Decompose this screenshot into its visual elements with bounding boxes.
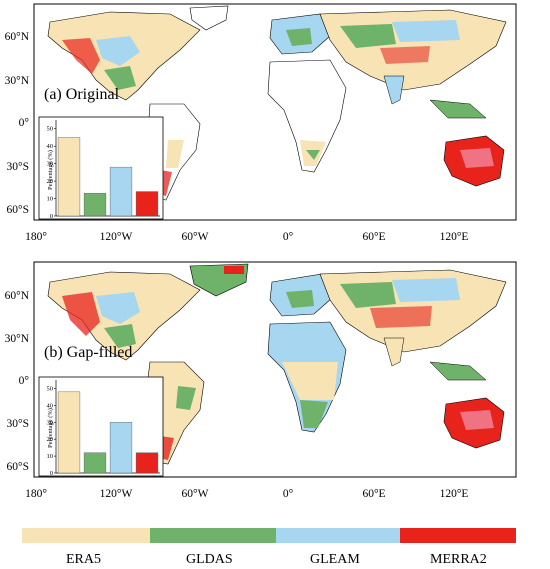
panel-a-inset-bar-gleam bbox=[109, 166, 133, 217]
panel-a-lat-tick-30s: 30°S bbox=[7, 161, 30, 173]
legend: ERA5 GLDAS GLEAM MERRA2 bbox=[22, 528, 516, 567]
panel-b-lon-tick-60e: 60°E bbox=[362, 488, 385, 500]
panel-b-landmasses bbox=[47, 263, 507, 465]
legend-swatch-gldas bbox=[150, 528, 276, 543]
panel-a-label: (a) Original bbox=[44, 86, 120, 103]
panel-a-inset-ytick-label: 20 bbox=[47, 178, 54, 185]
panel-b-inset-bar-gleam bbox=[109, 422, 133, 474]
panel-b-inset-ytick-label: 50 bbox=[47, 385, 54, 392]
panel-b-inset-ylabel: Percentage (%) bbox=[47, 408, 54, 448]
panel-a-inset-bar-gldas bbox=[83, 193, 107, 217]
panel-b-lat-tick-60n: 60°N bbox=[5, 290, 30, 302]
panel-a-lat-tick-30n: 30°N bbox=[5, 75, 30, 87]
legend-label-gldas: GLDAS bbox=[186, 552, 233, 567]
panel-b-inset-ytick-label: 0 bbox=[50, 470, 53, 477]
panel-b-lat-tick-0: 0° bbox=[19, 375, 30, 387]
panel-a-inset-ytick-label: 50 bbox=[47, 126, 54, 133]
panel-a-lon-tick-120w: 120°W bbox=[100, 231, 133, 243]
panel-a-inset-ytick-label: 0 bbox=[50, 213, 53, 220]
panel-a-inset-ytick-label: 10 bbox=[47, 196, 54, 203]
panel-b-inset-bar-merra2 bbox=[135, 452, 159, 474]
panel-b-inset-ytick-label: 30 bbox=[47, 419, 54, 426]
panel-b-inset-ytick-label: 40 bbox=[47, 402, 54, 409]
panel-b-lon-tick-60w: 60°W bbox=[182, 488, 209, 500]
panel-a-lon-tick-180: 180° bbox=[25, 231, 47, 243]
panel-b-inset-ytick-label: 20 bbox=[47, 436, 54, 443]
legend-swatch-merra2 bbox=[400, 528, 516, 543]
panel-a-lon-tick-60w: 60°W bbox=[182, 231, 209, 243]
panel-a-lon-tick-60e: 60°E bbox=[362, 231, 385, 243]
legend-label-gleam: GLEAM bbox=[310, 552, 360, 567]
legend-swatch-era5 bbox=[22, 528, 150, 543]
legend-label-era5: ERA5 bbox=[66, 552, 101, 567]
panel-b-lon-tick-0: 0° bbox=[283, 488, 294, 500]
legend-swatch-gleam bbox=[276, 528, 400, 543]
panel-b-label: (b) Gap-filled bbox=[44, 344, 132, 361]
panel-a-inset: 0 10 20 30 40 50 Percentage (%) bbox=[38, 116, 164, 220]
panel-b-inset-ytick-label: 10 bbox=[47, 453, 54, 460]
panel-a-inset-ytick-label: 40 bbox=[47, 143, 54, 150]
panel-b-lon-tick-180: 180° bbox=[25, 488, 47, 500]
panel-b-lat-tick-30n: 30°N bbox=[5, 333, 30, 345]
legend-label-merra2: MERRA2 bbox=[430, 552, 487, 567]
panel-b-lat-tick-30s: 30°S bbox=[7, 418, 30, 430]
panel-a-lat-tick-0: 0° bbox=[19, 117, 30, 129]
panel-b-lat-tick-60s: 60°S bbox=[7, 461, 30, 473]
panel-a-lat-tick-60n: 60°N bbox=[5, 31, 30, 43]
panel-a-inset-bar-merra2 bbox=[135, 191, 159, 217]
panel-b-inset-plot: 0 10 20 30 40 50 bbox=[47, 380, 160, 477]
panel-a-lon-tick-0: 0° bbox=[283, 231, 294, 243]
panel-b-lon-tick-120w: 120°W bbox=[100, 488, 133, 500]
panel-a-inset-ytick-label: 30 bbox=[47, 161, 54, 168]
panel-a-inset-plot: 0 10 20 30 40 50 bbox=[47, 120, 160, 220]
panel-b-inset-bar-era5 bbox=[57, 391, 81, 474]
panel-b-inset-bar-gldas bbox=[83, 452, 107, 474]
panel-a-inset-ylabel: Percentage (%) bbox=[47, 150, 54, 190]
panel-a-inset-bar-era5 bbox=[57, 137, 81, 217]
panel-a-lon-tick-120e: 120°E bbox=[440, 231, 469, 243]
panel-a-lat-tick-60s: 60°S bbox=[7, 204, 30, 216]
panel-b-lon-tick-120e: 120°E bbox=[440, 488, 469, 500]
panel-b-inset: 0 10 20 30 40 50 Percentage (%) bbox=[38, 376, 164, 477]
